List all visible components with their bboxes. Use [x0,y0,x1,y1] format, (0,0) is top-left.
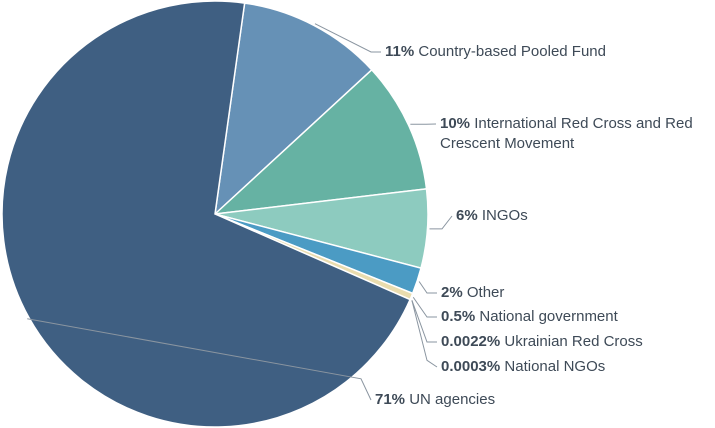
slice-label: 2% Other [441,283,681,303]
value-label: 0.5% [441,308,476,325]
slice-label: 0.0003% National NGOs [441,357,701,377]
leader-line [411,300,438,368]
value-label: 6% [456,207,478,224]
category-label: Ukrainian Red Cross [504,333,643,350]
pie-slice [213,2,373,216]
category-label: National government [479,308,618,325]
pie-slice [1,0,412,428]
value-label: 2% [441,284,463,301]
slice-label: 71% UN agencies [375,390,675,410]
leader-line [27,318,372,401]
slice-label: 0.5% National government [441,307,701,327]
leader-line [314,23,381,53]
slice-label: 0.0022% Ukrainian Red Cross [441,332,701,352]
category-label: Country-based Pooled Fund [418,43,606,60]
category-label: National NGOs [504,358,606,375]
category-label: Other [466,284,505,301]
leader-line [411,300,437,343]
category-label: INGOs [481,207,528,224]
leader-line [412,296,437,318]
value-label: 10% [440,115,471,132]
category-label: UN agencies [409,391,496,408]
slice-label: 11% Country-based Pooled Fund [385,42,705,62]
value-label: 0.0022% [441,333,501,350]
value-label: 11% [385,43,415,60]
pie-slice [212,68,428,216]
value-label: 71% [375,391,406,408]
leader-line [429,215,453,230]
slice-label: 6% INGOs [456,206,696,226]
leader-line [418,281,437,294]
slice-label: 10% International Red Cross and Red Cres… [440,114,700,154]
value-label: 0.0003% [441,358,501,375]
category-label: International Red Cross and Red Crescent… [440,115,693,152]
